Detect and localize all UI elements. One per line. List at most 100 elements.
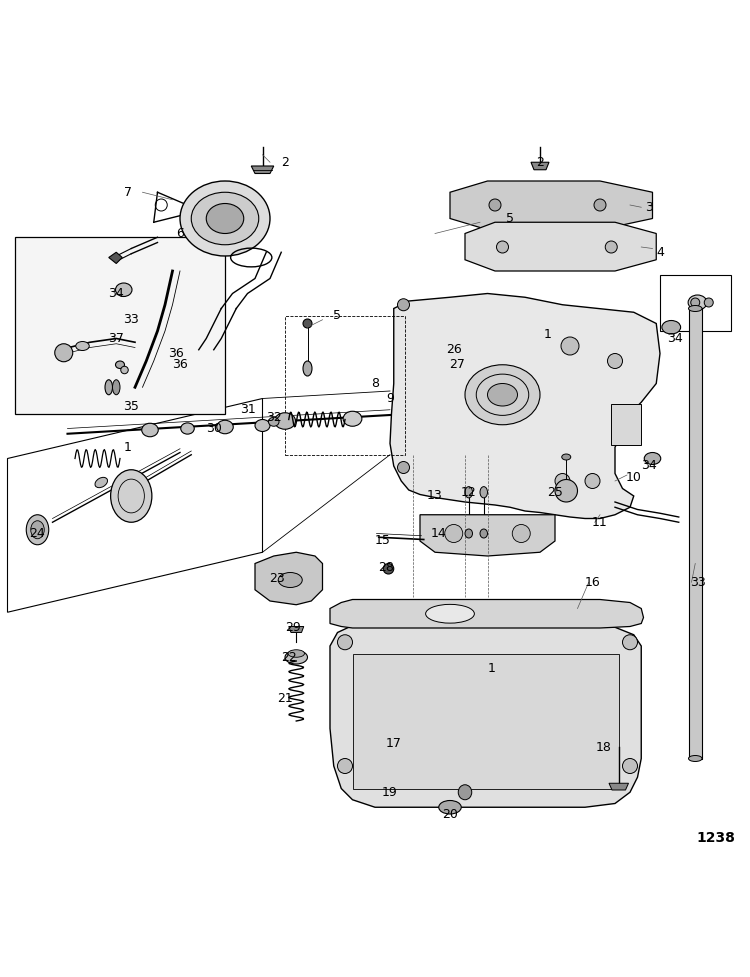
Polygon shape: [255, 552, 322, 605]
Ellipse shape: [288, 650, 304, 658]
Ellipse shape: [180, 181, 270, 256]
Text: 16: 16: [585, 575, 600, 589]
Text: 17: 17: [386, 737, 402, 750]
Text: 34: 34: [668, 332, 682, 345]
Circle shape: [398, 461, 410, 474]
Text: 1: 1: [488, 662, 495, 675]
Text: 1238: 1238: [696, 830, 735, 845]
Circle shape: [445, 525, 463, 542]
Circle shape: [128, 485, 135, 492]
Text: 28: 28: [378, 561, 394, 573]
Circle shape: [622, 635, 638, 650]
Ellipse shape: [480, 529, 488, 538]
Polygon shape: [609, 784, 628, 790]
Polygon shape: [330, 625, 641, 807]
Text: 11: 11: [592, 516, 608, 529]
Ellipse shape: [458, 785, 472, 800]
Circle shape: [512, 525, 530, 542]
Text: 31: 31: [240, 404, 255, 416]
Text: 36: 36: [172, 359, 188, 371]
Ellipse shape: [31, 521, 44, 538]
Polygon shape: [465, 222, 656, 271]
Ellipse shape: [426, 605, 474, 623]
Text: 4: 4: [656, 246, 664, 259]
Text: 19: 19: [382, 786, 398, 799]
Ellipse shape: [688, 306, 702, 312]
Text: 14: 14: [430, 527, 447, 540]
Circle shape: [561, 337, 579, 355]
Ellipse shape: [105, 380, 112, 395]
Circle shape: [55, 344, 73, 361]
Ellipse shape: [116, 361, 124, 368]
Text: 26: 26: [446, 343, 461, 357]
Text: 2: 2: [536, 155, 544, 169]
Bar: [611, 404, 641, 445]
Circle shape: [585, 474, 600, 488]
Ellipse shape: [26, 515, 49, 545]
Ellipse shape: [688, 295, 706, 310]
Ellipse shape: [191, 192, 259, 245]
Ellipse shape: [217, 420, 233, 434]
Circle shape: [667, 322, 676, 332]
Circle shape: [120, 496, 128, 503]
Ellipse shape: [439, 800, 461, 814]
Ellipse shape: [644, 452, 661, 464]
Bar: [15, 237, 225, 413]
Text: 34: 34: [640, 459, 657, 473]
Circle shape: [608, 354, 622, 368]
Circle shape: [555, 480, 578, 502]
Ellipse shape: [662, 320, 681, 334]
Text: 32: 32: [266, 410, 282, 424]
Circle shape: [489, 199, 501, 211]
Circle shape: [496, 241, 508, 253]
Circle shape: [691, 298, 700, 307]
Text: 20: 20: [442, 808, 458, 822]
Text: 36: 36: [168, 347, 184, 360]
Text: 29: 29: [285, 620, 300, 634]
Polygon shape: [450, 181, 652, 230]
Text: 15: 15: [374, 534, 391, 547]
Circle shape: [622, 758, 638, 774]
Text: 2: 2: [281, 155, 289, 169]
Bar: [688, 309, 702, 758]
Text: 8: 8: [371, 377, 379, 390]
Ellipse shape: [343, 411, 362, 426]
Circle shape: [649, 454, 656, 462]
Ellipse shape: [181, 423, 194, 434]
Circle shape: [338, 758, 352, 774]
Text: 9: 9: [386, 392, 394, 405]
Circle shape: [398, 299, 410, 311]
Ellipse shape: [278, 573, 302, 587]
Text: 7: 7: [124, 186, 131, 198]
Bar: [660, 275, 731, 331]
Circle shape: [704, 298, 713, 307]
Ellipse shape: [303, 361, 312, 376]
Polygon shape: [390, 293, 660, 519]
Ellipse shape: [255, 419, 270, 432]
Ellipse shape: [206, 203, 244, 234]
Text: 30: 30: [206, 422, 222, 435]
Text: 3: 3: [645, 200, 652, 214]
Ellipse shape: [285, 651, 308, 664]
Ellipse shape: [274, 412, 296, 429]
Text: 12: 12: [460, 486, 477, 498]
Ellipse shape: [465, 364, 540, 425]
Polygon shape: [251, 166, 274, 174]
Ellipse shape: [95, 478, 107, 488]
Ellipse shape: [76, 342, 89, 351]
Circle shape: [594, 199, 606, 211]
Ellipse shape: [116, 283, 132, 296]
Text: 22: 22: [280, 651, 296, 663]
Ellipse shape: [465, 487, 472, 498]
Text: 34: 34: [108, 287, 124, 300]
Bar: [285, 316, 405, 454]
Text: 1: 1: [544, 328, 551, 341]
Polygon shape: [330, 600, 644, 628]
Ellipse shape: [488, 384, 518, 406]
Text: 25: 25: [547, 486, 563, 498]
Text: 5: 5: [334, 310, 341, 322]
Text: 10: 10: [626, 471, 642, 484]
Text: 21: 21: [278, 692, 292, 705]
Ellipse shape: [112, 380, 120, 395]
Ellipse shape: [480, 487, 488, 498]
